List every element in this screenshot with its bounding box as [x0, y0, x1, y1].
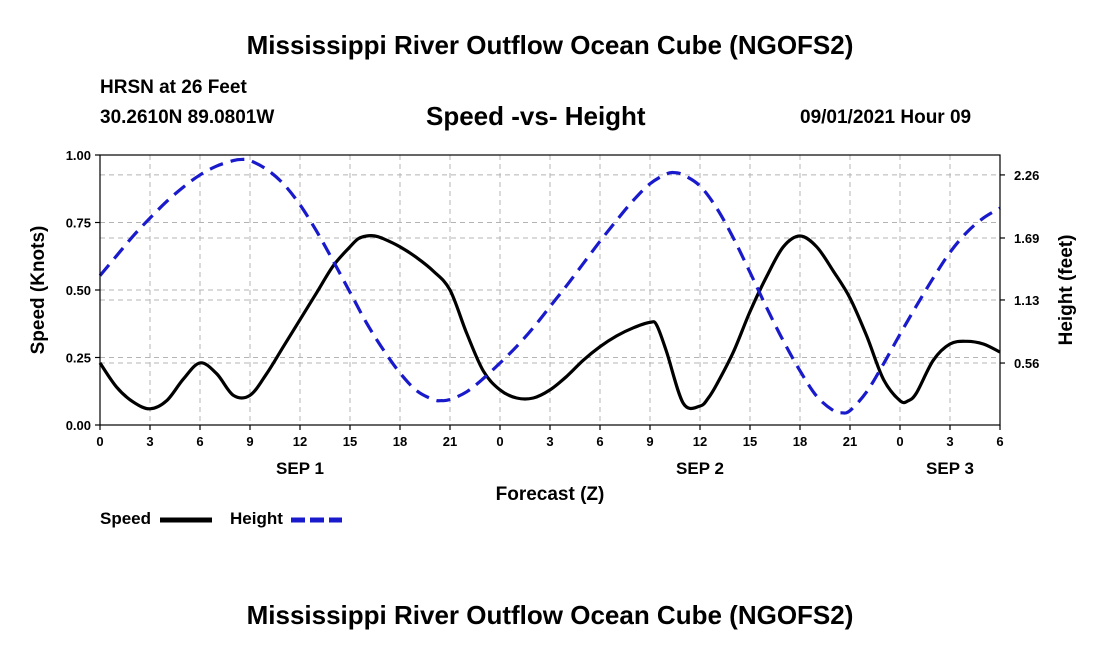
x-tick-label: 9 [646, 434, 653, 449]
chart-subtitle: Speed -vs- Height [426, 101, 646, 131]
y-left-tick-label: 1.00 [66, 148, 91, 163]
y-right-tick-label: 1.69 [1014, 231, 1039, 246]
legend: Speed Height [100, 509, 342, 528]
x-tick-label: 12 [293, 434, 307, 449]
speed-series-line [98, 234, 1001, 411]
x-tick-label: 18 [393, 434, 407, 449]
legend-height-label: Height [230, 509, 283, 528]
x-tick-label: 12 [693, 434, 707, 449]
y-left-tick-label: 0.75 [66, 216, 91, 231]
x-tick-label: 6 [196, 434, 203, 449]
legend-speed-label: Speed [100, 509, 151, 528]
series-lines [98, 157, 1001, 415]
x-tick-label: 3 [146, 434, 153, 449]
x-tick-label: 6 [596, 434, 603, 449]
y-left-tick-label: 0.50 [66, 283, 91, 298]
y-left-tick-label: 0.00 [66, 418, 91, 433]
x-tick-label: 21 [443, 434, 457, 449]
station-coordinates: 30.2610N 89.0801W [100, 107, 275, 128]
day-label: SEP 3 [926, 459, 974, 478]
x-tick-label: 9 [246, 434, 253, 449]
x-tick-label: 18 [793, 434, 807, 449]
forecast-datetime: 09/01/2021 Hour 09 [800, 107, 972, 128]
x-tick-label: 15 [743, 434, 757, 449]
axes: 0 3 6 9 12 15 18 21 0 3 6 9 12 15 18 21 0 3 6 SEP 1 SEP 2 SEP… [66, 148, 1040, 478]
x-tick-label: 0 [896, 434, 903, 449]
y-right-tick-label: 1.13 [1014, 293, 1039, 308]
day-label: SEP 2 [676, 459, 724, 478]
x-tick-label: 6 [996, 434, 1003, 449]
y-axis-right-title: Height (feet) [1056, 235, 1077, 346]
x-axis-title: Forecast (Z) [496, 484, 605, 505]
x-tick-label: 3 [946, 434, 953, 449]
y-right-tick-label: 0.56 [1014, 356, 1039, 371]
height-series-line [98, 157, 1001, 415]
station-label: HRSN at 26 Feet [100, 77, 247, 98]
x-tick-label: 0 [96, 434, 103, 449]
y-axis-left-title: Speed (Knots) [28, 226, 49, 355]
grid-lines [100, 155, 1000, 425]
day-label: SEP 1 [276, 459, 324, 478]
footer-title: Mississippi River Outflow Ocean Cube (NG… [246, 600, 854, 630]
x-tick-label: 3 [546, 434, 553, 449]
x-tick-label: 15 [343, 434, 357, 449]
y-left-tick-label: 0.25 [66, 351, 91, 366]
y-right-tick-label: 2.26 [1014, 168, 1039, 183]
x-tick-label: 0 [496, 434, 503, 449]
x-tick-label: 21 [843, 434, 857, 449]
chart-title: Mississippi River Outflow Ocean Cube (NG… [246, 30, 854, 60]
